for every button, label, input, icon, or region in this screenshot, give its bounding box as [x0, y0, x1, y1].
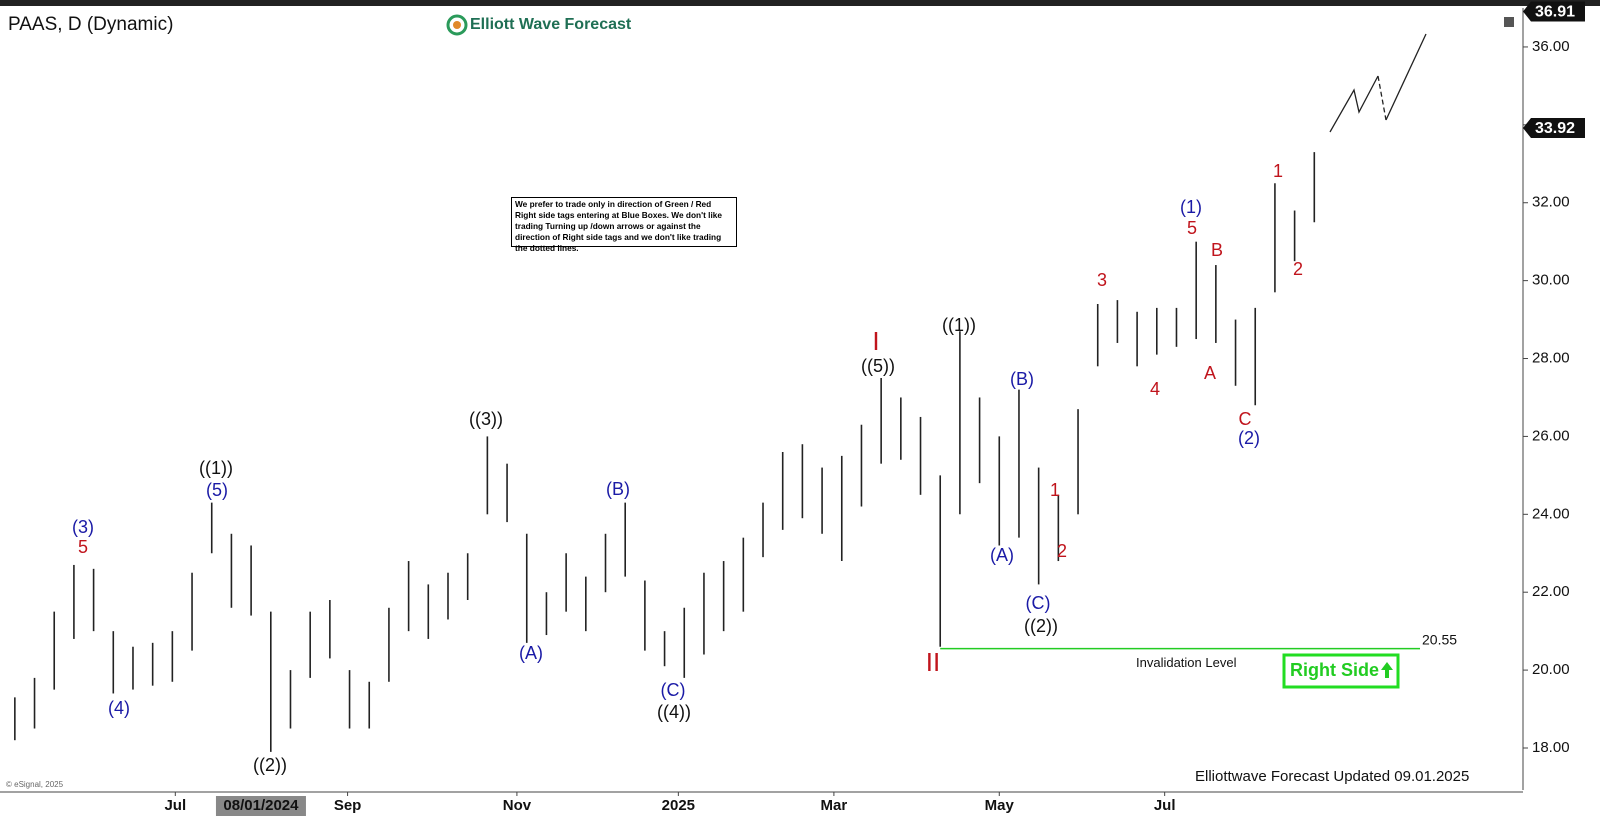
wave-label: 4	[1150, 379, 1160, 399]
invalidation-text: Invalidation Level	[1136, 655, 1237, 670]
wave-label: (2)	[1238, 428, 1260, 448]
wave-label: (4)	[108, 698, 130, 718]
wave-label: (3)	[72, 517, 94, 537]
wave-label: ((2))	[1024, 616, 1058, 636]
wave-label: ((1))	[942, 315, 976, 335]
wave-label: (B)	[606, 479, 630, 499]
right-side-tag	[1282, 653, 1400, 689]
wave-label: (5)	[206, 480, 228, 500]
window-icon	[1504, 17, 1514, 27]
wave-label: 2	[1293, 259, 1303, 279]
brand: Elliott Wave Forecast	[470, 16, 632, 33]
wave-label: 5	[78, 537, 88, 557]
wave-label: ((4))	[657, 702, 691, 722]
top-bar	[0, 0, 1600, 6]
wave-label: 2	[1057, 541, 1067, 561]
wave-label: ((2))	[253, 755, 287, 775]
chart-title: PAAS, D (Dynamic)	[8, 14, 173, 35]
wave-label: (A)	[990, 545, 1014, 565]
x-tick-label: Jul	[1154, 797, 1176, 814]
price-tag-bg	[1523, 1, 1585, 22]
y-tick-label: 20.00	[1532, 661, 1570, 678]
wave-label: II	[926, 647, 940, 677]
wave-label: 1	[1273, 161, 1283, 181]
x-tick-label: May	[985, 797, 1015, 814]
y-tick-label: 24.00	[1532, 505, 1570, 522]
x-tick-label: Mar	[821, 797, 848, 814]
wave-label: (B)	[1010, 369, 1034, 389]
cursor-date-bg	[215, 796, 306, 816]
wave-label: (C)	[1026, 593, 1051, 613]
forecast-dotted	[1377, 75, 1387, 121]
wave-label: A	[1204, 363, 1216, 383]
wave-label: ((3))	[469, 409, 503, 429]
price-tag: 36.91	[1535, 4, 1575, 21]
forecast-path	[1329, 75, 1379, 133]
wave-label: C	[1239, 409, 1252, 429]
wave-label: 5	[1187, 218, 1197, 238]
y-tick-label: 28.00	[1532, 349, 1570, 366]
note-box: We prefer to trade only in direction of …	[511, 197, 737, 253]
logo-icon	[446, 14, 468, 36]
y-tick-label: 32.00	[1532, 194, 1570, 211]
wave-label: (C)	[661, 680, 686, 700]
x-tick-label: Sep	[334, 797, 362, 814]
wave-label: 3	[1097, 270, 1107, 290]
x-tick-label: 2025	[662, 797, 695, 814]
x-tick-label: Jul	[164, 797, 186, 814]
right-side-text: Right Side	[1290, 660, 1379, 680]
wave-label: 1	[1050, 480, 1060, 500]
y-tick-label: 26.00	[1532, 427, 1570, 444]
y-tick-label: 22.00	[1532, 583, 1570, 600]
y-tick-label: 36.00	[1532, 38, 1570, 55]
x-tick-label: Nov	[503, 797, 532, 814]
wave-label: (A)	[519, 643, 543, 663]
logo-dot	[453, 21, 461, 29]
cursor-date: 08/01/2024	[223, 797, 299, 814]
price-tag-bg	[1523, 117, 1585, 138]
price-tag: 33.92	[1535, 120, 1575, 137]
wave-label: ((5))	[861, 356, 895, 376]
wave-label: B	[1211, 240, 1223, 260]
footer: Elliottwave Forecast Updated 09.01.2025	[1195, 768, 1469, 785]
copyright: © eSignal, 2025	[6, 780, 64, 789]
invalidation-value: 20.55	[1422, 631, 1457, 647]
wave-label: ((1))	[199, 458, 233, 478]
y-tick-label: 30.00	[1532, 272, 1570, 289]
wave-label: (1)	[1180, 197, 1202, 217]
forecast-path	[1385, 33, 1427, 121]
right-side-arrow	[1381, 662, 1393, 678]
wave-label: I	[872, 326, 879, 356]
y-tick-label: 18.00	[1532, 739, 1570, 756]
